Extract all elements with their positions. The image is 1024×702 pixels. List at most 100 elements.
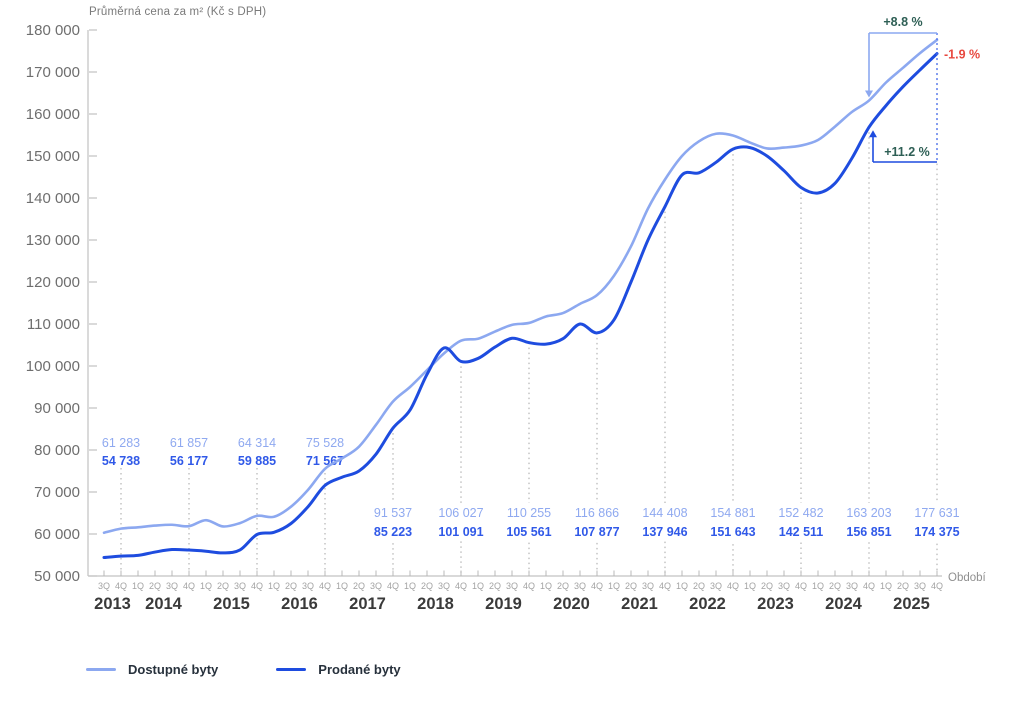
available-year-end-value: 144 408 — [642, 506, 687, 520]
y-tick-label: 50 000 — [34, 568, 80, 585]
year-label: 2018 — [417, 595, 454, 613]
label-backdrop — [570, 503, 624, 541]
quarter-label: 2Q — [625, 581, 637, 591]
sold-growth-label: +11.2 % — [884, 145, 930, 159]
quarter-label: 4Q — [795, 581, 807, 591]
quarter-label: 1Q — [744, 581, 756, 591]
quarter-label: 2Q — [693, 581, 705, 591]
legend-label-available: Dostupné byty — [128, 662, 219, 677]
available-year-end-value: 110 255 — [507, 506, 551, 520]
quarter-label: 3Q — [914, 581, 926, 591]
quarter-label: 3Q — [778, 581, 790, 591]
sold-line — [102, 52, 939, 560]
year-label: 2021 — [621, 595, 658, 613]
y-tick-label: 100 000 — [26, 358, 80, 375]
y-tick-label: 110 000 — [27, 316, 80, 333]
sold-year-end-value: 156 851 — [846, 525, 891, 539]
y-tick-label: 130 000 — [26, 232, 80, 249]
legend-item-sold: Prodané byty — [276, 662, 401, 677]
quarter-label: 4Q — [115, 581, 127, 591]
y-tick-label: 150 000 — [26, 148, 80, 165]
quarter-label: 2Q — [897, 581, 909, 591]
quarter-label: 4Q — [659, 581, 671, 591]
quarter-label: 2Q — [557, 581, 569, 591]
quarter-label: 3Q — [98, 581, 110, 591]
available-year-end-value: 106 027 — [438, 506, 483, 520]
sold-year-end-value: 56 177 — [170, 454, 208, 468]
sold-line-swatch — [276, 668, 307, 671]
down-arrow-icon — [865, 90, 873, 98]
year-label: 2025 — [893, 595, 930, 613]
quarter-label: 2Q — [149, 581, 161, 591]
quarter-label: 3Q — [506, 581, 518, 591]
available-year-end-value: 154 881 — [710, 506, 755, 520]
quarter-label: 4Q — [387, 581, 399, 591]
chart-legend: Dostupné byty Prodané byty — [86, 662, 401, 677]
quarter-label: 3Q — [438, 581, 450, 591]
y-tick-label: 70 000 — [34, 484, 80, 501]
y-tick-label: 140 000 — [26, 190, 80, 207]
quarter-label: 4Q — [591, 581, 603, 591]
quarter-label: 1Q — [268, 581, 280, 591]
year-label: 2024 — [825, 595, 863, 613]
chart-canvas: 50 000 60 000 70 000 80 000 90 000 100 000 110… — [26, 15, 987, 613]
year-label: 2016 — [281, 595, 318, 613]
available-growth-label: +8.8 % — [883, 15, 922, 29]
label-backdrop — [638, 503, 692, 541]
sold-year-end-value: 137 946 — [642, 525, 687, 539]
sold-year-end-value: 142 511 — [779, 525, 824, 539]
quarter-label: 3Q — [710, 581, 722, 591]
quarter-label: 3Q — [574, 581, 586, 591]
available-line-swatch — [86, 668, 116, 671]
quarter-label: 2Q — [353, 581, 365, 591]
x-axis-title: Období — [948, 572, 987, 584]
quarter-label: 1Q — [336, 581, 348, 591]
y-tick-label: 180 000 — [26, 22, 80, 39]
quarter-label: 2Q — [761, 581, 773, 591]
legend-label-sold: Prodané byty — [318, 662, 401, 677]
label-backdrop — [706, 503, 760, 541]
quarter-label: 3Q — [166, 581, 178, 591]
quarter-label: 3Q — [302, 581, 314, 591]
quarter-label: 3Q — [370, 581, 382, 591]
quarter-label: 4Q — [251, 581, 263, 591]
year-label: 2022 — [689, 595, 726, 613]
quarter-label: 3Q — [846, 581, 858, 591]
sold-year-end-value: 85 223 — [374, 525, 412, 539]
quarter-label: 1Q — [676, 581, 688, 591]
label-backdrop — [774, 503, 828, 541]
quarter-label: 1Q — [200, 581, 212, 591]
label-backdrop — [434, 503, 488, 541]
available-sold-gap-label: -1.9 % — [944, 48, 980, 62]
y-tick-label: 60 000 — [34, 526, 80, 543]
y-tick-label: 90 000 — [34, 400, 80, 417]
sold-year-end-value: 174 375 — [914, 525, 959, 539]
up-arrow-icon — [869, 130, 877, 138]
quarter-label: 2Q — [829, 581, 841, 591]
sold-year-end-value: 101 091 — [438, 525, 483, 539]
available-year-end-value: 61 857 — [170, 436, 208, 450]
quarter-label: 4Q — [319, 581, 331, 591]
available-line — [102, 38, 939, 535]
quarter-label: 4Q — [455, 581, 467, 591]
legend-item-available: Dostupné byty — [86, 662, 218, 677]
label-backdrop — [910, 503, 964, 541]
available-year-end-value: 91 537 — [374, 506, 412, 520]
quarter-label: 4Q — [931, 581, 943, 591]
year-label: 2015 — [213, 595, 250, 613]
quarter-label: 1Q — [404, 581, 416, 591]
quarter-label: 1Q — [132, 581, 144, 591]
quarter-label: 4Q — [727, 581, 739, 591]
quarter-label: 1Q — [472, 581, 484, 591]
available-year-end-value: 177 631 — [914, 506, 959, 520]
quarter-label: 2Q — [285, 581, 297, 591]
label-backdrop — [366, 503, 420, 541]
quarter-label: 1Q — [880, 581, 892, 591]
available-year-end-value: 116 866 — [575, 506, 619, 520]
quarter-label: 3Q — [234, 581, 246, 591]
available-year-end-value: 163 203 — [846, 506, 891, 520]
available-year-end-value: 75 528 — [306, 436, 344, 450]
available-year-end-value: 64 314 — [238, 436, 276, 450]
quarter-label: 2Q — [217, 581, 229, 591]
